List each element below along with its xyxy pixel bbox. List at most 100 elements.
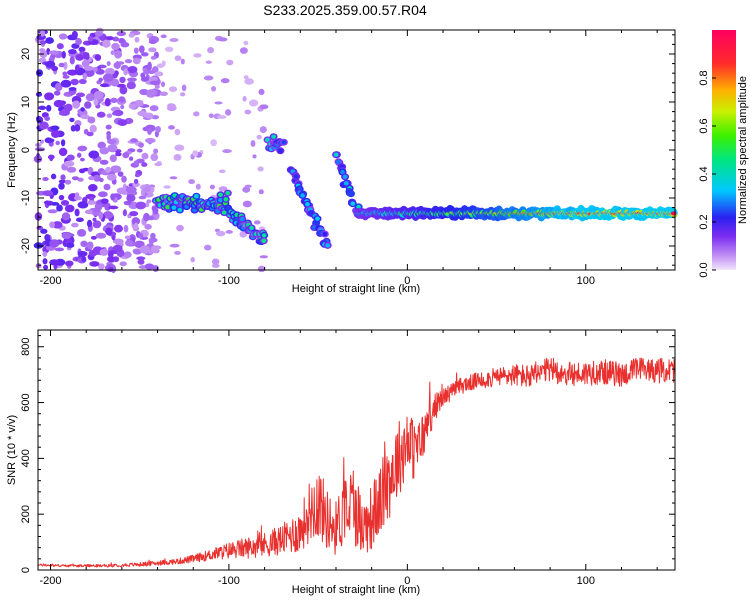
spectrogram-cell	[223, 197, 229, 202]
spectrogram-cell	[35, 91, 43, 97]
spectrogram-cell	[86, 241, 94, 250]
spectrogram-cell	[58, 62, 65, 68]
spectrogram-cell	[195, 183, 201, 190]
spectrogram-cell	[54, 82, 63, 92]
spectrogram-cell	[75, 217, 84, 223]
spectrogram-cell	[164, 46, 174, 53]
spectrogram-cell	[123, 68, 129, 76]
spectrogram-cell	[194, 194, 199, 199]
spectrogram-cell	[153, 148, 159, 154]
spectrogram-cell	[49, 154, 54, 162]
spectrogram-y-ticks: -20 -10 0 10 20	[20, 34, 675, 266]
spectrogram-cell	[39, 121, 49, 130]
spectrogram-cell	[84, 101, 92, 109]
spectrogram-cell	[155, 126, 161, 133]
spectrogram-cell	[192, 150, 199, 157]
spectrogram-cell	[242, 200, 252, 208]
snr-x-tick-label: -200	[39, 575, 61, 587]
spectrogram-cell	[60, 139, 66, 147]
spectrogram-cell	[670, 211, 677, 216]
spectrogram-cell	[147, 128, 152, 135]
spectrogram-cell	[222, 149, 232, 154]
spectrogram-cell	[109, 97, 118, 103]
spectrogram-cell	[128, 104, 136, 109]
spectrogram-cell	[58, 179, 67, 184]
spectrogram-cell	[180, 58, 185, 65]
spectrogram-cell	[74, 208, 80, 217]
spectrogram-cell	[86, 209, 93, 214]
spectrogram-cell	[169, 37, 179, 43]
spectrogram-cell	[211, 258, 220, 265]
snr-frame	[37, 329, 676, 571]
spectrogram-cell	[141, 152, 149, 160]
spectrogram-cell	[77, 201, 89, 209]
spectrogram-cell	[99, 146, 110, 155]
spectrogram-cell	[211, 85, 217, 92]
spectrogram-cell	[119, 76, 126, 84]
spectrogram-cell	[93, 90, 104, 100]
spectrogram-y-tick-label: 10	[20, 96, 32, 108]
spectrogram-cell	[61, 51, 66, 59]
spectrogram-cell	[106, 132, 111, 142]
spectrogram-cell	[133, 160, 140, 166]
spectrogram-cell	[210, 139, 218, 147]
spectrogram-cell	[128, 32, 135, 38]
spectrogram-cell	[129, 210, 139, 217]
spectrogram-cell	[86, 219, 93, 228]
spectrogram-cell	[110, 50, 115, 56]
spectrogram-cell	[39, 48, 46, 53]
spectrogram-cell	[220, 78, 230, 84]
spectrogram-cell	[128, 156, 134, 161]
spectrogram-cell	[94, 202, 103, 211]
spectrogram-cell	[207, 46, 215, 54]
spectrogram-cell	[333, 152, 339, 157]
spectrogram-cell	[92, 217, 97, 222]
spectrogram-cell	[45, 37, 54, 44]
spectrogram-cell	[52, 221, 63, 229]
spectrogram-x-tick-label: 100	[577, 275, 595, 287]
spectrogram-cell	[93, 98, 99, 106]
spectrogram-cell	[68, 48, 77, 55]
spectrogram-cell	[258, 88, 265, 96]
spectrogram-cell	[159, 91, 168, 97]
spectrogram-cell	[105, 166, 112, 173]
spectrogram-cell	[141, 162, 148, 167]
snr-x-tick-label: -100	[218, 575, 240, 587]
spectrogram-cell	[126, 194, 136, 202]
snr-y-tick-label: 0	[20, 567, 32, 573]
spectrogram-cell	[127, 77, 137, 82]
spectrogram-cell	[82, 72, 88, 80]
spectrogram-cell	[105, 124, 112, 130]
spectrogram-cell	[88, 175, 95, 181]
spectrogram-cell	[216, 115, 227, 119]
spectrogram-cell	[261, 233, 267, 238]
colorbar-tick-label: 0.4	[698, 166, 710, 181]
spectrogram-cell	[244, 184, 252, 188]
spectrogram-cell	[58, 182, 65, 190]
spectrogram-cell	[259, 255, 268, 259]
spectrogram-cell	[168, 125, 175, 130]
spectrogram-cell	[42, 251, 48, 257]
spectrogram-cell	[90, 235, 97, 240]
spectrogram-cell	[123, 251, 132, 259]
spectrogram-cell	[138, 142, 144, 148]
spectrogram-cell	[112, 244, 123, 252]
spectrogram-cell	[209, 184, 215, 190]
spectrogram-cell	[244, 78, 254, 85]
spectrogram-cell	[132, 182, 140, 188]
spectrogram-cell	[136, 148, 143, 153]
spectrogram-cell	[261, 238, 267, 243]
spectrogram-cell	[116, 83, 126, 88]
spectrogram-cell	[173, 154, 182, 161]
spectrogram-cell	[120, 41, 130, 48]
spectrogram-cell	[119, 85, 128, 95]
spectrogram-cell	[55, 140, 60, 146]
spectrogram-cell	[146, 89, 158, 97]
spectrogram-y-label: Frequency (Hz)	[6, 112, 18, 188]
spectrogram-cell	[80, 114, 90, 120]
spectrogram-cell	[151, 205, 157, 211]
spectrogram-cell	[315, 216, 320, 221]
spectrogram-cell	[58, 147, 68, 157]
spectrogram-cell	[87, 35, 94, 42]
spectrogram-cell	[42, 190, 54, 197]
